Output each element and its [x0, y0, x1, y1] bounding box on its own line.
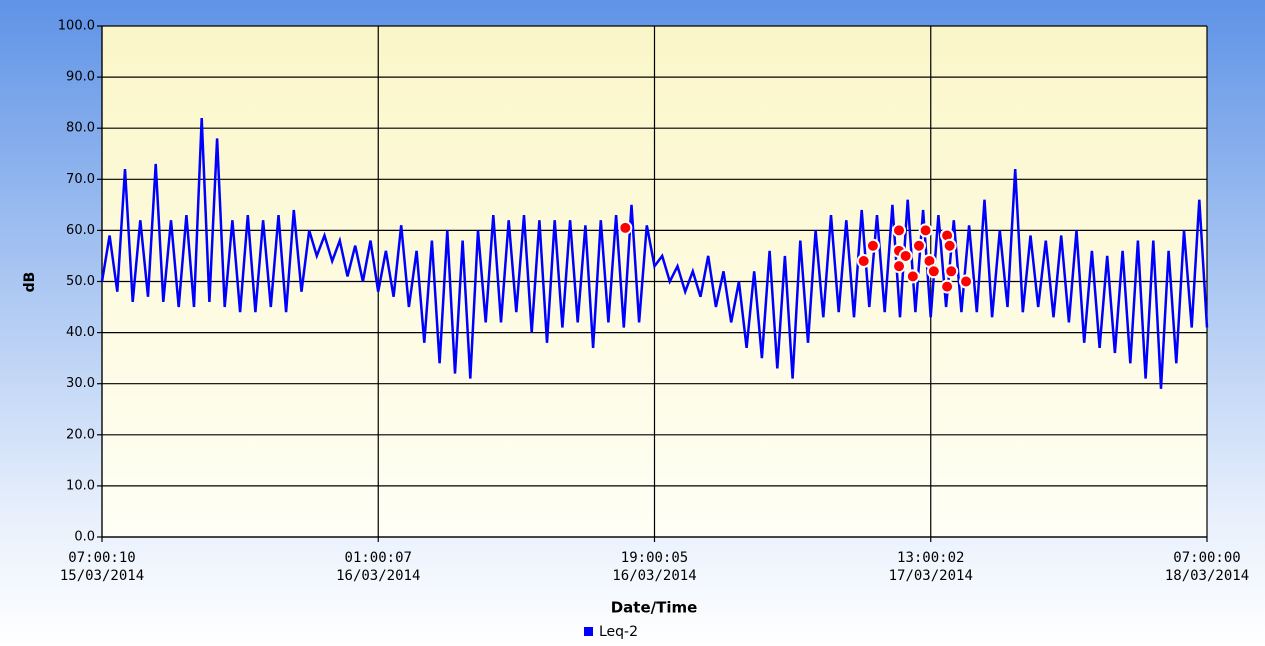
- event-marker: [926, 264, 941, 279]
- y-tick-label: 0.0: [74, 530, 95, 545]
- event-marker: [942, 238, 957, 253]
- x-tick-label: 13:00:02 17/03/2014: [889, 550, 973, 584]
- event-marker: [892, 223, 907, 238]
- event-marker: [892, 259, 907, 274]
- legend-swatch: [584, 627, 593, 636]
- y-tick-label: 100.0: [58, 19, 95, 34]
- event-marker: [918, 223, 933, 238]
- x-axis-label: Date/Time: [611, 599, 698, 617]
- y-tick-label: 60.0: [66, 223, 95, 238]
- x-tick-label: 07:00:00 18/03/2014: [1165, 550, 1249, 584]
- y-tick-label: 40.0: [66, 325, 95, 340]
- event-marker: [944, 264, 959, 279]
- event-marker: [618, 220, 633, 235]
- legend-label: Leq-2: [599, 624, 638, 640]
- y-tick-label: 70.0: [66, 172, 95, 187]
- event-marker: [959, 274, 974, 289]
- y-tick-label: 10.0: [66, 478, 95, 493]
- event-marker: [856, 254, 871, 269]
- event-marker: [911, 238, 926, 253]
- event-marker: [898, 248, 913, 263]
- y-tick-label: 90.0: [66, 70, 95, 85]
- y-tick-label: 50.0: [66, 274, 95, 289]
- x-tick-label: 19:00:05 16/03/2014: [612, 550, 696, 584]
- y-tick-label: 30.0: [66, 376, 95, 391]
- event-marker: [865, 238, 880, 253]
- data-line: [100, 117, 1209, 389]
- x-tick-label: 07:00:10 15/03/2014: [60, 550, 144, 584]
- y-axis-label: dB: [22, 272, 38, 293]
- y-tick-label: 20.0: [66, 427, 95, 442]
- x-tick-label: 01:00:07 16/03/2014: [336, 550, 420, 584]
- y-tick-label: 80.0: [66, 121, 95, 136]
- event-marker: [940, 279, 955, 294]
- event-marker: [905, 269, 920, 284]
